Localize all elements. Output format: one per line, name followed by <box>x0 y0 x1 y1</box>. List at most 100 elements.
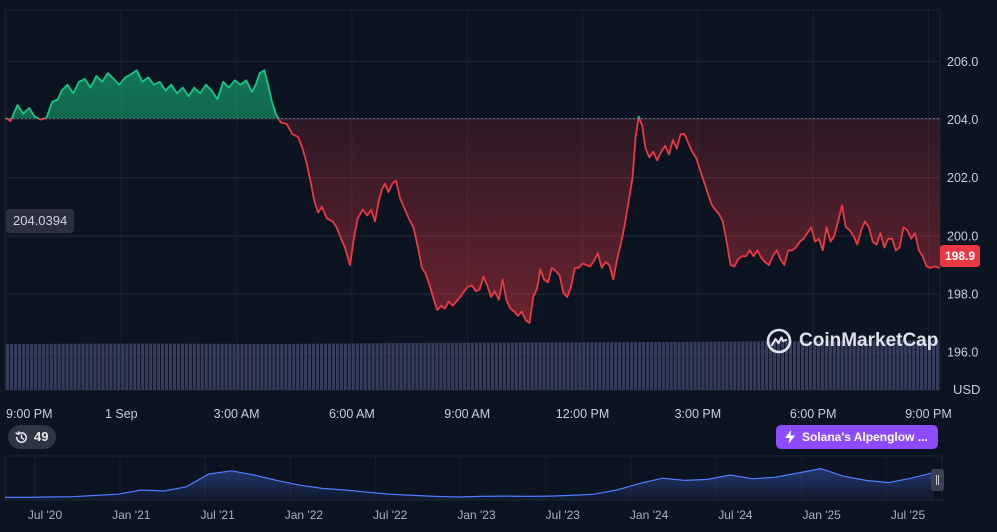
reference-price-label: 204.0394 <box>6 209 75 233</box>
volume-bar <box>292 343 296 390</box>
volume-bar <box>542 342 546 390</box>
volume-bar <box>256 343 260 390</box>
news-event-label: Solana's Alpenglow ... <box>802 430 928 444</box>
history-clock-icon <box>15 430 27 443</box>
volume-bar <box>260 343 264 390</box>
current-price-label: 198.9 <box>940 245 981 267</box>
volume-bar <box>705 341 709 390</box>
volume-bar <box>478 342 483 390</box>
volume-bar <box>383 343 387 390</box>
y-tick-label: 204.0 <box>947 113 978 127</box>
volume-bar <box>196 343 200 390</box>
volume-bar <box>180 343 184 390</box>
volume-bar <box>343 343 347 390</box>
volume-bar <box>697 341 701 390</box>
volume-bar <box>733 341 737 390</box>
volume-bar <box>538 342 542 390</box>
volume-bar <box>586 342 590 390</box>
volume-bar <box>761 341 765 390</box>
volume-bar <box>800 341 804 390</box>
coinmarketcap-logo-icon <box>766 328 792 354</box>
volume-bar <box>510 342 514 390</box>
volume-bar <box>463 342 467 390</box>
volume-bar <box>685 341 689 390</box>
overview-line <box>5 467 935 498</box>
overview-x-label: Jul '24 <box>718 508 753 522</box>
volume-bar <box>880 340 884 390</box>
volume-bar <box>594 342 598 390</box>
volume-bar <box>757 341 761 390</box>
volume-bar <box>574 342 578 390</box>
volume-bar <box>530 342 534 390</box>
volume-bar <box>498 342 502 390</box>
volume-bar <box>439 342 443 390</box>
volume-bar <box>367 343 371 390</box>
volume-bar <box>57 343 61 390</box>
volume-bar <box>641 342 645 390</box>
volume-bar <box>73 343 77 390</box>
volume-bar <box>65 343 69 390</box>
volume-bar <box>89 343 93 390</box>
volume-bar <box>359 343 363 390</box>
volume-bar <box>141 343 145 390</box>
volume-bar <box>153 343 157 390</box>
volume-bar <box>924 340 928 390</box>
volume-bar <box>101 343 105 390</box>
volume-bar <box>69 343 73 390</box>
volume-bar <box>53 343 57 390</box>
x-tick-label: 6:00 PM <box>790 407 837 421</box>
y-tick-label: 206.0 <box>947 55 978 69</box>
news-event-button[interactable]: Solana's Alpenglow ... <box>776 425 938 449</box>
volume-bar <box>502 342 506 390</box>
volume-bar <box>610 342 614 390</box>
volume-bar <box>665 342 669 390</box>
volume-bar <box>534 342 538 390</box>
volume-bar <box>45 343 49 390</box>
volume-bar <box>550 342 554 390</box>
volume-bar <box>216 343 220 390</box>
volume-bar <box>443 342 447 390</box>
volume-bar <box>423 342 427 390</box>
volume-bar <box>669 342 673 390</box>
volume-bar <box>33 343 37 390</box>
volume-bar <box>900 340 904 390</box>
volume-bar <box>149 343 153 390</box>
volume-bar <box>25 343 29 390</box>
volume-bar <box>459 342 463 390</box>
volume-bar <box>371 343 375 390</box>
volume-bar <box>482 342 487 390</box>
overview-x-label: Jul '25 <box>891 508 926 522</box>
volume-bar <box>916 340 920 390</box>
events-toggle-button[interactable]: 49 <box>8 425 57 449</box>
overview-area <box>5 468 934 500</box>
volume-bar <box>395 343 399 390</box>
volume-bar <box>856 340 860 390</box>
volume-bar <box>172 343 177 390</box>
volume-bar <box>570 342 574 390</box>
volume-bar <box>840 340 844 390</box>
volume-bar <box>105 343 109 390</box>
volume-bar <box>17 343 21 390</box>
volume-bar <box>327 343 332 390</box>
volume-bar <box>816 340 820 390</box>
volume-bar <box>868 340 872 390</box>
volume-bar <box>403 343 407 390</box>
x-tick-label: 9:00 AM <box>444 407 490 421</box>
volume-bar <box>788 341 793 390</box>
volume-bar <box>657 342 661 390</box>
volume-bar <box>852 340 856 390</box>
volume-bar <box>264 343 268 390</box>
volume-bar <box>240 343 244 390</box>
overview-navigator: Jul '20 Jan '21 Jul '21 Jan '22 Jul '22 Jan '… <box>4 455 943 522</box>
volume-bar <box>415 342 419 390</box>
volume-bar <box>200 343 204 390</box>
below-reference-area <box>6 118 940 324</box>
volume-bar <box>363 343 367 390</box>
range-drag-handle[interactable] <box>931 469 944 491</box>
events-count: 49 <box>34 429 49 444</box>
volume-bar <box>387 343 391 390</box>
volume-bar <box>308 343 312 390</box>
volume-bar <box>129 343 133 390</box>
